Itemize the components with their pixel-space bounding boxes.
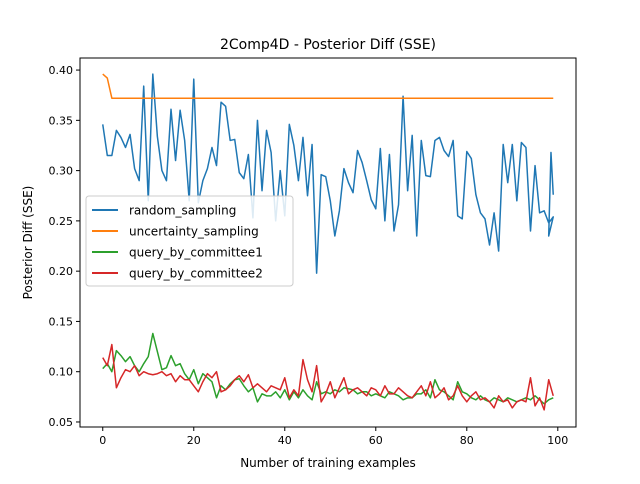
series-line-query-by-committee1 — [102, 332, 554, 405]
y-tick-label: 0.30 — [49, 165, 74, 178]
y-tick-label: 0.35 — [49, 114, 74, 127]
y-tick-label: 0.40 — [49, 64, 74, 77]
legend-label-query-by-committee1: query_by_committee1 — [129, 246, 263, 260]
x-axis-label: Number of training examples — [240, 456, 416, 470]
x-tick-label: 80 — [460, 434, 474, 447]
y-tick-label: 0.10 — [49, 366, 74, 379]
x-tick-label: 60 — [369, 434, 383, 447]
x-tick-label: 0 — [99, 434, 106, 447]
y-tick-label: 0.25 — [49, 215, 74, 228]
x-tick-label: 20 — [187, 434, 201, 447]
series-line-random-sampling — [102, 73, 554, 274]
y-tick-label: 0.15 — [49, 315, 74, 328]
series-line-query-by-committee2 — [102, 343, 554, 411]
series-line-uncertainty-sampling — [102, 73, 554, 99]
x-tick-label: 40 — [278, 434, 292, 447]
chart-title: 2Comp4D - Posterior Diff (SSE) — [220, 37, 436, 53]
x-tick-label: 100 — [547, 434, 568, 447]
legend-box — [85, 195, 294, 287]
series-lines — [102, 73, 554, 411]
legend-label-uncertainty-sampling: uncertainty_sampling — [129, 225, 259, 239]
y-tick-label: 0.20 — [49, 265, 74, 278]
y-tick-label: 0.05 — [49, 416, 74, 429]
axes-frame — [79, 57, 577, 428]
legend-label-random-sampling: random_sampling — [129, 204, 236, 218]
y-axis-label: Posterior Diff (SSE) — [21, 186, 35, 300]
legend-label-query-by-committee2: query_by_committee2 — [129, 267, 263, 281]
axes: 0 20 40 60 80 100 0.05 0.10 0.15 0.20 0.25 0.30 0.35… — [49, 57, 577, 447]
legend: random_sampling uncertainty_samplingquery… — [85, 195, 294, 287]
